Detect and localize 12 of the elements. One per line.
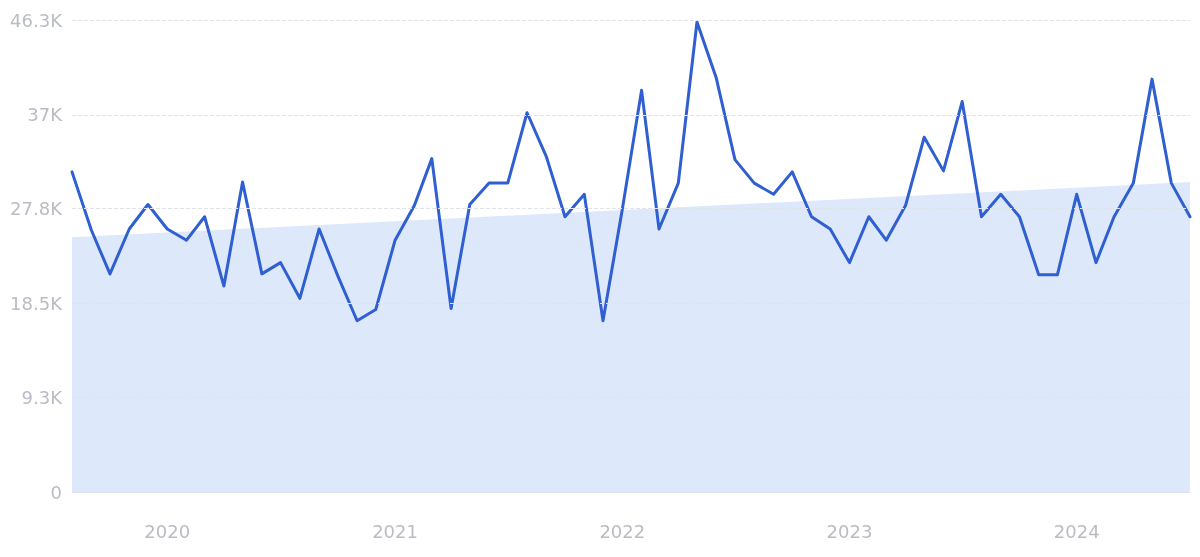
y-tick-label: 46.3K bbox=[10, 9, 64, 31]
y-tick-label: 18.5K bbox=[10, 292, 64, 314]
y-tick-label: 37K bbox=[27, 104, 64, 126]
x-tick-label: 2021 bbox=[372, 520, 418, 542]
y-tick-label: 27.8K bbox=[10, 198, 64, 220]
y-tick-label: 9.3K bbox=[21, 386, 64, 408]
x-tick-label: 2020 bbox=[144, 520, 191, 542]
line-series bbox=[70, 20, 1192, 323]
x-tick-label: 2022 bbox=[599, 520, 646, 542]
y-tick-label: 0 bbox=[50, 481, 62, 503]
x-tick-label: 2023 bbox=[826, 520, 873, 542]
x-tick-label: 2024 bbox=[1053, 520, 1100, 542]
